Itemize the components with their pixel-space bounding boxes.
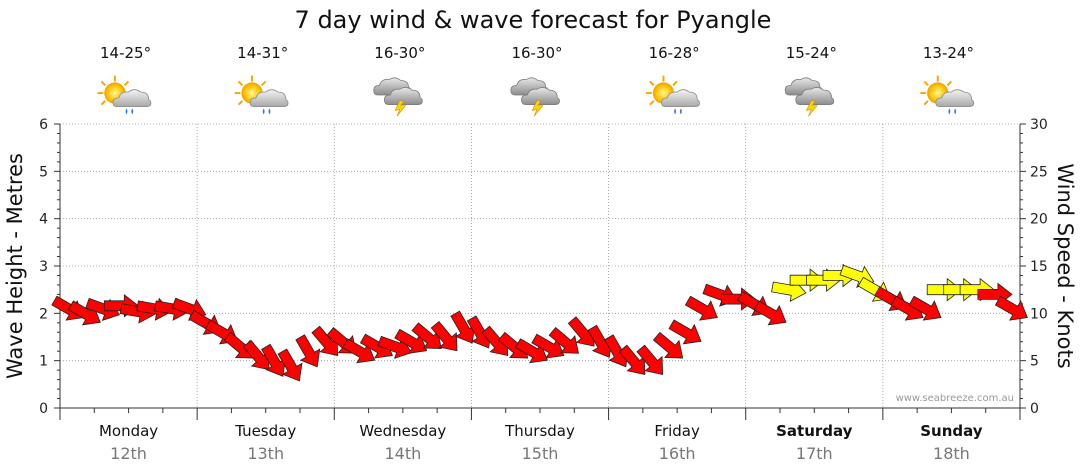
sun-cloud-rain-icon (96, 74, 153, 116)
day-name: Saturday (776, 422, 853, 440)
right-axis-label: Wind Speed - Knots (1053, 163, 1077, 368)
temperature-range: 16-28° (649, 44, 700, 62)
sun-cloud-rain-icon (919, 74, 975, 116)
wind-arrow (618, 344, 646, 375)
wind-arrow (908, 295, 942, 321)
right-tick-label: 20 (1030, 212, 1048, 228)
right-tick-label: 5 (1030, 354, 1039, 370)
day-labels: Monday 12th Tuesday 13th Wednesday 14th Thursd… (59, 408, 1021, 463)
day-name: Thursday (504, 422, 575, 440)
day-date: 14th (384, 444, 421, 463)
day-date: 18th (933, 444, 970, 463)
right-tick-label: 15 (1030, 259, 1048, 275)
temperature-range: 13-24° (923, 44, 974, 62)
temperature-row: 14-25° 14-31° 16-30° 16-30° 16-28° 15-24° 13-2… (100, 44, 974, 62)
sun-cloud-rain-icon (644, 74, 701, 116)
left-tick-label: 5 (39, 164, 48, 180)
day-date: 15th (522, 444, 559, 463)
wind-arrow (753, 300, 787, 326)
left-axis-ticks: 0 1 2 3 4 5 6 (39, 117, 60, 417)
wind-arrow (450, 310, 476, 344)
right-tick-label: 0 (1030, 401, 1039, 417)
wind-arrow (652, 331, 684, 359)
day-name: Sunday (920, 422, 983, 440)
right-tick-label: 25 (1030, 164, 1048, 180)
sun-cloud-rain-icon (233, 74, 290, 116)
temperature-range: 16-30° (511, 44, 562, 62)
wind-arrow (411, 322, 442, 349)
wind-arrow (994, 295, 1028, 321)
wind-arrow (295, 334, 321, 368)
day-name: Wednesday (359, 422, 446, 440)
left-axis-label: Wave Height - Metres (3, 153, 27, 379)
wind-arrow (636, 344, 664, 375)
gridlines (60, 123, 1020, 408)
wind-arrow (261, 343, 286, 377)
day-name: Monday (99, 422, 158, 440)
wind-arrow (668, 319, 702, 345)
wind-arrow (394, 328, 428, 354)
temperature-range: 15-24° (786, 44, 837, 62)
left-tick-label: 1 (39, 354, 48, 370)
wind-arrow (548, 327, 579, 354)
storm-cloud-icon (373, 77, 423, 117)
wind-arrow (531, 333, 565, 359)
left-tick-label: 0 (39, 401, 48, 417)
wind-arrow (514, 338, 548, 364)
storm-cloud-icon (784, 77, 835, 117)
watermark: www.seabreeze.com.au (896, 393, 1014, 404)
right-tick-label: 10 (1030, 306, 1048, 322)
wind-arrow (277, 348, 303, 382)
right-axis-ticks: 0 5 10 15 20 25 30 (1020, 117, 1048, 417)
day-name: Friday (654, 422, 700, 440)
right-tick-label: 30 (1030, 117, 1048, 133)
storm-cloud-icon (510, 77, 560, 117)
wind-arrow (342, 338, 376, 364)
day-date: 17th (796, 444, 833, 463)
wind-arrow (684, 295, 718, 321)
day-date: 16th (659, 444, 696, 463)
day-date: 12th (110, 444, 147, 463)
left-tick-label: 4 (39, 212, 48, 228)
wind-arrow (430, 320, 458, 352)
left-tick-label: 2 (39, 306, 48, 322)
day-name: Tuesday (234, 422, 296, 440)
left-tick-label: 6 (39, 117, 48, 133)
day-date: 13th (247, 444, 284, 463)
temperature-range: 14-31° (237, 44, 288, 62)
temperature-range: 14-25° (100, 44, 151, 62)
left-tick-label: 3 (39, 259, 48, 275)
weather-icon-row (96, 74, 975, 117)
wind-arrows (51, 263, 1028, 382)
temperature-range: 16-30° (374, 44, 425, 62)
chart-title: 7 day wind & wave forecast for Pyangle (295, 6, 772, 34)
